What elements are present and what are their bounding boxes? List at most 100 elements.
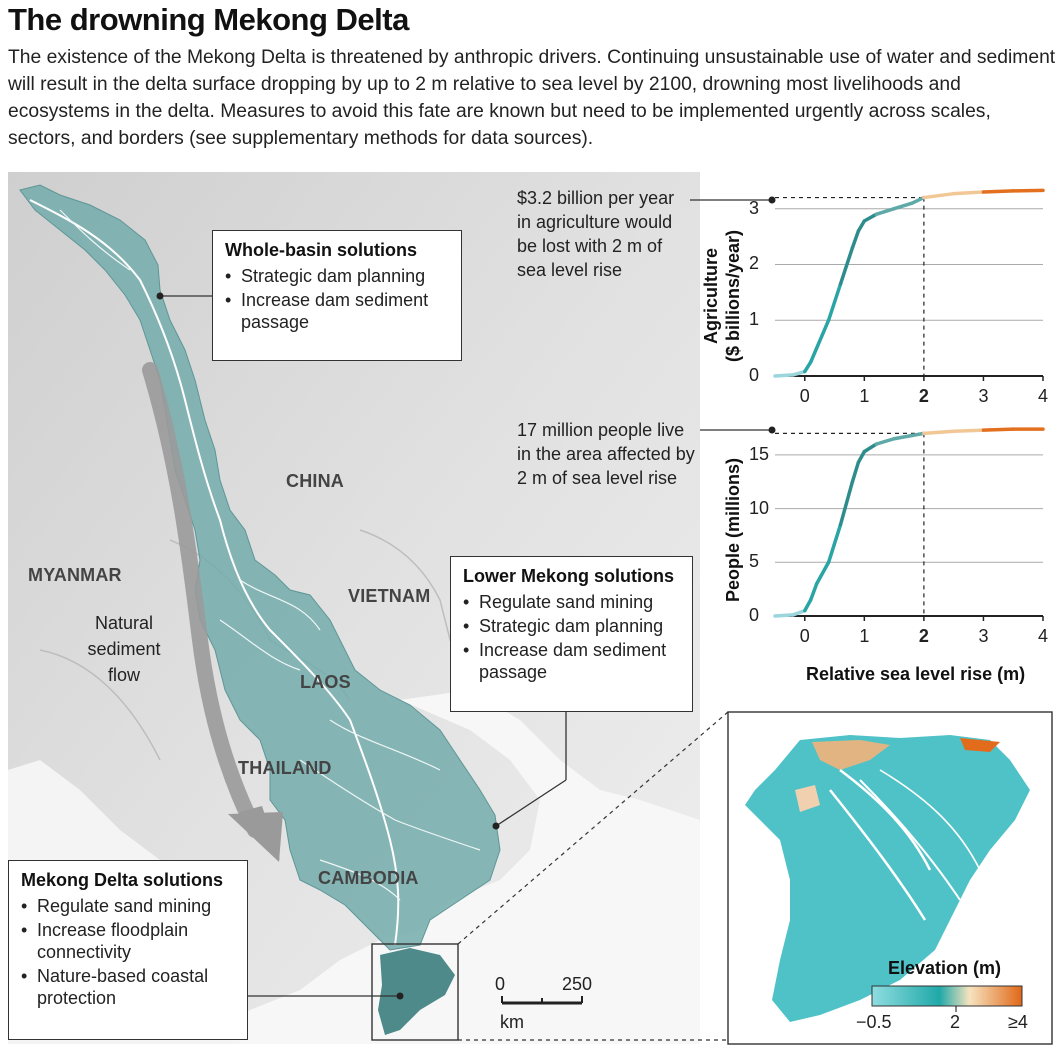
callout-item: Strategic dam planning bbox=[225, 265, 449, 287]
callout-item: Strategic dam planning bbox=[463, 615, 680, 637]
scale-zero: 0 bbox=[495, 974, 506, 994]
agriculture-chart bbox=[773, 188, 1045, 381]
delta-inset-box bbox=[371, 943, 459, 1041]
inset-connector-top bbox=[457, 711, 729, 945]
elevation-legend-title: Elevation (m) bbox=[888, 958, 1002, 978]
curve-segment bbox=[814, 318, 831, 350]
agriculture-note: $3.2 billion per year in agriculture wou… bbox=[517, 186, 674, 282]
tributaries bbox=[59, 209, 481, 901]
callout-item: Regulate sand mining bbox=[21, 895, 235, 917]
elevation-color-scale bbox=[871, 985, 1023, 1007]
x-tick-label: 2 bbox=[918, 626, 929, 646]
x-tick-label: 1 bbox=[859, 386, 870, 406]
curve-segment bbox=[838, 246, 855, 286]
curve-segment bbox=[1011, 188, 1045, 193]
curve-segment bbox=[850, 229, 861, 250]
callout-list: Regulate sand mining Increase floodplain… bbox=[21, 895, 235, 1009]
sediment-flow-arrow bbox=[142, 362, 263, 838]
note-line: 2 m of sea level rise bbox=[517, 468, 678, 488]
y-tick-label: 10 bbox=[749, 497, 770, 518]
callout-item: Increase dam sediment passage bbox=[225, 289, 449, 333]
label-china: CHINA bbox=[286, 471, 344, 491]
curve-segment bbox=[892, 201, 914, 211]
x-tick-label: 0 bbox=[799, 386, 810, 406]
curve-segment bbox=[791, 608, 807, 617]
ytitle-line: Agriculture bbox=[701, 248, 721, 345]
y-tick-label: 3 bbox=[749, 197, 760, 218]
curve-segment bbox=[856, 449, 867, 465]
callout-item: Increase floodplain connectivity bbox=[21, 919, 235, 963]
y-tick-label: 1 bbox=[749, 309, 760, 330]
sediment-flow-label: Natural sediment flow bbox=[78, 610, 170, 688]
curve-segment bbox=[981, 189, 1015, 194]
curve-segment bbox=[803, 598, 813, 613]
y-tick-label: 5 bbox=[749, 551, 760, 572]
flow-label-line: Natural bbox=[94, 613, 154, 633]
agriculture-y-title: Agriculture ($ billions/year) bbox=[700, 216, 744, 376]
label-cambodia: CAMBODIA bbox=[318, 868, 419, 888]
leader-dot bbox=[768, 196, 776, 204]
note-line: $3.2 billion per year bbox=[517, 188, 675, 208]
callout-item: Regulate sand mining bbox=[463, 591, 680, 613]
curve-segment bbox=[910, 431, 926, 438]
curve-segment bbox=[850, 460, 861, 484]
x-tick-label: 1 bbox=[859, 626, 870, 646]
mekong-river bbox=[29, 199, 400, 946]
note-line: 17 million people live bbox=[517, 420, 685, 440]
label-thailand: THAILAND bbox=[238, 758, 332, 778]
callout-title: Whole-basin solutions bbox=[225, 240, 417, 260]
label-myanmar: MYANMAR bbox=[28, 565, 122, 585]
people-chart bbox=[773, 427, 1045, 621]
curve-segment bbox=[808, 582, 819, 602]
leader-dot bbox=[768, 426, 776, 434]
lower-mekong-callout: Lower Mekong solutions Regulate sand min… bbox=[450, 556, 693, 712]
curve-segment bbox=[803, 360, 813, 374]
curve-segment bbox=[826, 522, 843, 565]
curve-segment bbox=[773, 613, 795, 618]
curve-segment bbox=[951, 428, 986, 433]
elevation-tick-min: −0.5 bbox=[856, 1012, 892, 1032]
y-tick-label: 0 bbox=[749, 365, 760, 385]
note-line: in agriculture would bbox=[517, 212, 673, 232]
intro-text: The existence of the Mekong Delta is thr… bbox=[8, 47, 1056, 149]
delta-region bbox=[378, 948, 455, 1035]
callout-title: Mekong Delta solutions bbox=[21, 870, 224, 890]
border-line bbox=[39, 649, 161, 761]
elevation-map bbox=[745, 735, 1030, 1022]
curve-segment bbox=[922, 429, 956, 436]
scale-bar bbox=[501, 996, 583, 1005]
curve-segment bbox=[862, 212, 878, 223]
ytitle-line: ($ billions/year) bbox=[723, 229, 743, 363]
curve-segment bbox=[922, 191, 956, 200]
x-tick-label: 3 bbox=[978, 626, 989, 646]
ytitle-line: People (millions) bbox=[723, 457, 743, 603]
curve-segment bbox=[791, 369, 807, 377]
whole-basin-callout: Whole-basin solutions Strategic dam plan… bbox=[212, 230, 462, 361]
callout-item: Nature-based coastal protection bbox=[21, 965, 235, 1009]
curve-segment bbox=[808, 346, 819, 364]
curve-segment bbox=[874, 436, 896, 446]
page-title: The drowning Mekong Delta bbox=[8, 2, 409, 37]
curve-segment bbox=[856, 219, 867, 233]
curve-segment bbox=[981, 427, 1015, 432]
elevation-tick-mid: 2 bbox=[950, 1012, 961, 1032]
leader-lower-mekong-2 bbox=[495, 779, 567, 827]
curve-segment bbox=[874, 206, 896, 217]
curve-segment bbox=[773, 373, 795, 378]
curve-segment bbox=[910, 195, 926, 205]
callout-item: Increase dam sediment passage bbox=[463, 639, 680, 683]
leader-dot bbox=[492, 822, 500, 830]
curve-segment bbox=[951, 190, 986, 196]
y-tick-label: 2 bbox=[749, 253, 760, 274]
callout-list: Regulate sand mining Strategic dam plann… bbox=[463, 591, 680, 683]
x-axis-title: Relative sea level rise (m) bbox=[806, 664, 1026, 684]
sea-area bbox=[8, 690, 700, 1044]
delta-callout: Mekong Delta solutions Regulate sand min… bbox=[8, 860, 248, 1040]
curve-segment bbox=[862, 442, 878, 454]
callout-title: Lower Mekong solutions bbox=[463, 566, 675, 586]
label-laos: LAOS bbox=[300, 672, 351, 692]
curve-segment bbox=[838, 479, 855, 527]
flow-label-line: sediment bbox=[87, 639, 161, 659]
y-tick-label: 15 bbox=[749, 443, 770, 464]
note-line: in the area affected by bbox=[517, 444, 695, 464]
